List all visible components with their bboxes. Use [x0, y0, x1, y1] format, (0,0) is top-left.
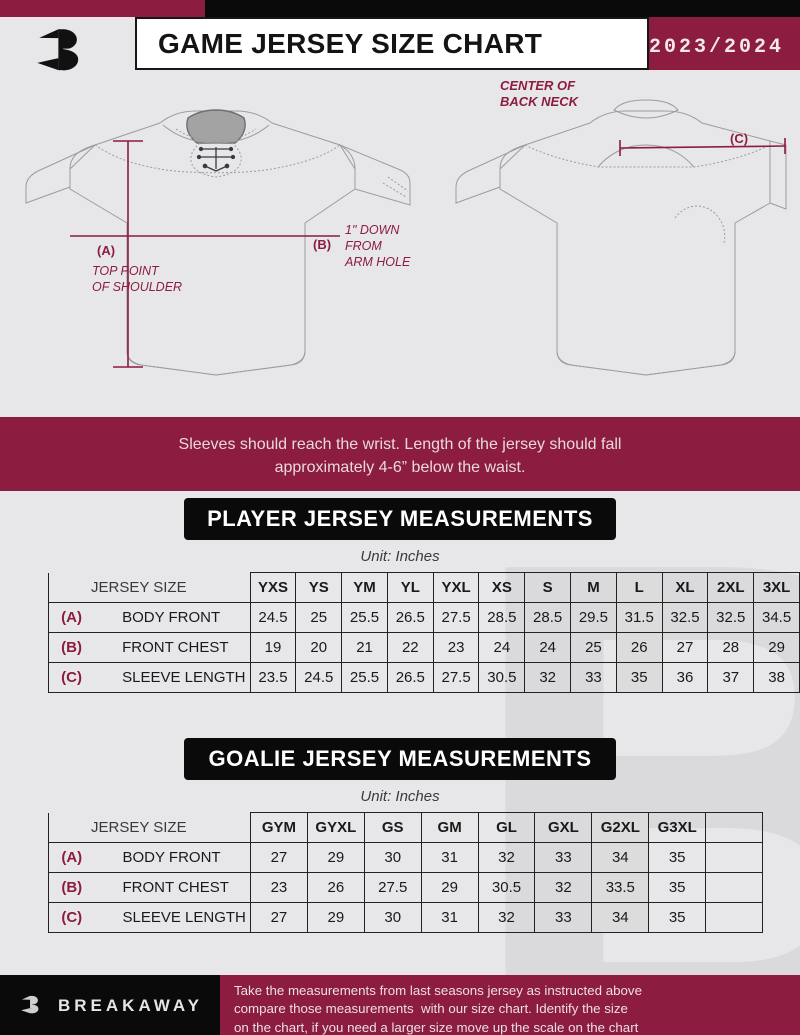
- svg-text:(C): (C): [730, 131, 748, 146]
- svg-text:TOP POINT: TOP POINT: [92, 264, 160, 278]
- svg-text:(A): (A): [97, 243, 115, 258]
- svg-text:(B): (B): [313, 237, 331, 252]
- svg-text:1" DOWN: 1" DOWN: [345, 223, 400, 237]
- svg-text:ARM HOLE: ARM HOLE: [344, 255, 411, 269]
- svg-text:OF SHOULDER: OF SHOULDER: [92, 280, 182, 294]
- svg-text:FROM: FROM: [345, 239, 382, 253]
